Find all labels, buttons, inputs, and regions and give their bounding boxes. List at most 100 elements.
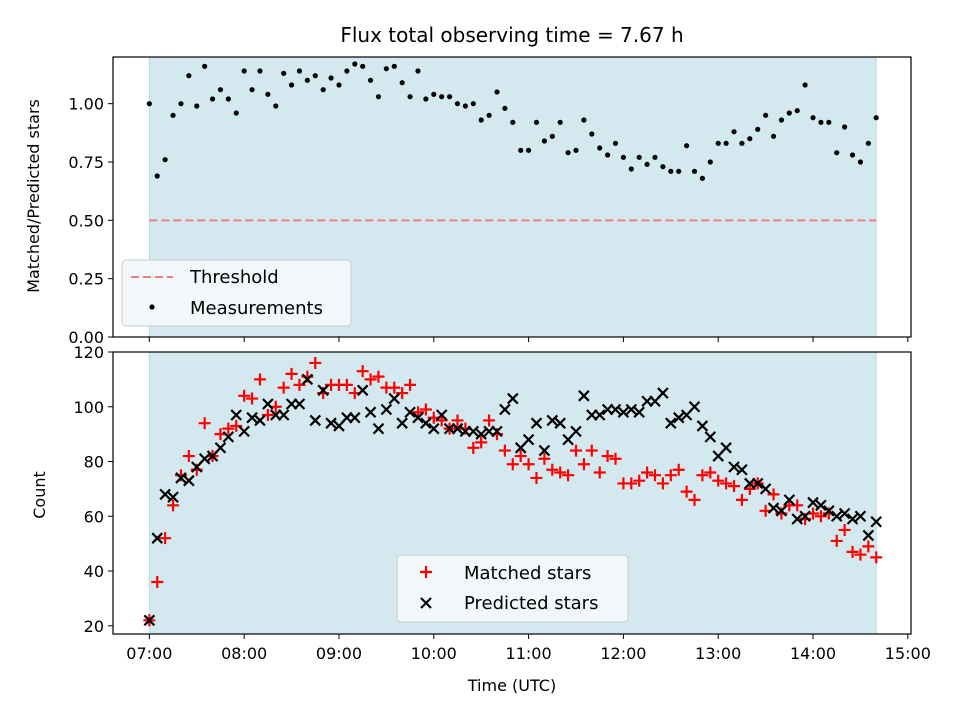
measurement-point [431,91,437,97]
matched-star-point [364,373,377,386]
measurement-point [770,133,777,139]
measurement-point [778,117,785,123]
legend-matched-swatch [420,566,432,578]
predicted-star-point [428,422,440,435]
bottom-y-tick-label: 40 [84,562,104,581]
predicted-star-point [467,425,480,438]
predicted-star-point [704,431,717,443]
predicted-star-point [617,406,630,419]
measurement-point [304,77,310,83]
measurement-point [826,119,832,125]
x-axis-label: Time (UTC) [467,676,556,695]
measurement-point [233,110,239,116]
predicted-star-point [751,477,764,490]
matched-star-point [735,493,748,506]
matched-star-point [704,466,717,479]
matched-star-point [649,469,662,482]
measurement-point [802,82,808,88]
measurement-point [723,140,729,146]
measurement-point [241,68,247,74]
measurement-point [186,73,192,79]
matched-star-point [712,474,725,487]
legend-predicted-label: Predicted stars [464,593,598,614]
matched-star-point [672,463,685,476]
measurement-point [731,129,737,135]
x-tick-label: 08:00 [221,644,267,663]
predicted-star-point [143,614,156,627]
predicted-star-point [546,414,559,427]
predicted-star-point [175,472,187,484]
measurement-point [612,140,619,146]
predicted-star-point [578,390,590,402]
matched-star-point [404,378,417,391]
predicted-star-point [854,510,867,523]
predicted-star-point [862,529,875,542]
measurement-point [281,70,287,76]
x-tick-label: 11:00 [506,644,552,663]
predicted-star-point [759,483,772,495]
predicted-star-point [356,384,369,397]
matched-star-point [562,469,575,482]
measurement-point [375,94,382,100]
measurement-point [557,119,563,125]
measurement-point [178,101,184,107]
matched-star-point [625,477,638,490]
measurement-point [383,66,389,72]
measurement-point [367,77,374,83]
matched-star-point [791,499,804,512]
matched-star-point [846,545,859,558]
measurement-point [636,154,642,160]
measurement-point [265,91,271,97]
measurement-point [209,96,216,102]
matched-star-point [538,452,551,465]
measurement-point [628,166,634,172]
predicted-star-point [309,414,322,427]
predicted-star-point [657,387,669,399]
matched-star-point [664,469,677,482]
measurement-point [565,150,571,156]
predicted-star-point [538,444,551,457]
predicted-star-point [625,403,638,416]
predicted-star-point [420,417,432,429]
measurement-point [652,154,658,160]
matched-star-point [641,466,654,479]
top-y-axis-label: Matched/Predicted stars [24,99,43,293]
bottom-y-tick-label: 60 [84,507,104,526]
measurement-point [794,108,800,114]
predicted-star-point [167,491,179,503]
matched-star-point [854,548,867,561]
matched-star-point [498,444,511,457]
predicted-star-point [570,425,582,438]
matched-star-point [696,469,709,482]
measurement-point [707,159,713,165]
predicted-star-point [380,403,393,416]
legend-measurements-swatch [149,304,155,310]
measurement-point [747,136,753,142]
predicted-star-point [222,431,235,443]
matched-star-point [285,367,298,380]
predicted-star-point [262,398,274,410]
measurement-point [597,145,603,151]
top-y-tick-label: 0.25 [68,270,104,289]
measurement-point [454,101,461,107]
bottom-axes-frame [112,351,912,635]
measurement-point [217,87,224,93]
measurement-point [391,63,397,69]
measurement-point [407,94,413,100]
measurement-point [763,112,769,118]
predicted-star-point [254,414,266,427]
bottom-y-axis-label: Count [30,471,49,519]
predicted-star-point [348,411,361,424]
measurement-point [423,96,429,102]
measurement-point [170,112,176,118]
measurement-point [328,75,334,81]
bottom-y-tick-label: 20 [84,617,104,636]
measurement-point [525,147,532,153]
matched-star-point [546,463,559,476]
x-tick-label: 13:00 [695,644,741,663]
predicted-star-point [838,507,851,520]
matched-star-point [356,365,369,378]
predicted-star-point [870,515,883,528]
predicted-star-point [396,417,408,429]
matched-star-point [554,466,567,479]
